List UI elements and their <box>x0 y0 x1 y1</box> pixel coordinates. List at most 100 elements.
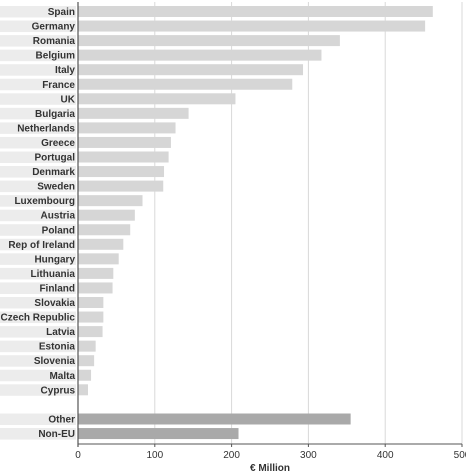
label-band <box>0 78 76 91</box>
bar <box>78 195 143 207</box>
label-band <box>0 35 76 47</box>
label-band <box>0 107 76 120</box>
bar <box>78 122 176 134</box>
label-band <box>0 297 76 309</box>
bar <box>78 428 239 440</box>
bar <box>78 326 103 338</box>
grid-lines <box>154 2 463 444</box>
category-label: Other <box>48 415 75 426</box>
bar <box>78 78 293 90</box>
category-label: Romania <box>33 36 76 47</box>
label-band <box>0 93 76 105</box>
bar <box>78 107 189 119</box>
bar <box>78 35 340 47</box>
category-label: Greece <box>41 138 75 149</box>
bar <box>78 49 322 61</box>
category-label: Rep of Ireland <box>8 240 75 251</box>
category-label: France <box>42 80 75 91</box>
x-tick-label: 100 <box>146 450 163 461</box>
label-band <box>0 180 76 193</box>
x-tick-label: 300 <box>300 450 317 461</box>
category-label: Bulgaria <box>35 109 75 120</box>
category-label: Netherlands <box>17 123 75 134</box>
label-band <box>0 49 76 62</box>
category-label: Spain <box>48 7 75 18</box>
x-tick-label: 200 <box>223 450 240 461</box>
label-band <box>0 311 76 324</box>
category-label: Italy <box>55 65 75 76</box>
label-band <box>0 267 76 280</box>
category-label: Slovenia <box>34 356 76 367</box>
bar <box>78 355 95 367</box>
bar <box>78 64 304 76</box>
label-band <box>0 282 76 294</box>
bar <box>78 297 104 308</box>
category-label: Poland <box>42 225 75 236</box>
bar <box>78 238 124 250</box>
label-band <box>0 428 76 440</box>
bar <box>78 267 114 279</box>
label-band <box>0 20 76 33</box>
bar <box>78 311 104 323</box>
bars <box>78 6 433 440</box>
category-labels: Spain Germany Romania Belgium Italy France UK B… <box>1 7 76 440</box>
category-label: Germany <box>32 22 76 33</box>
bar <box>78 369 92 381</box>
category-label: Czech Republic <box>1 313 76 324</box>
label-band <box>0 340 76 353</box>
label-band <box>0 253 76 265</box>
category-label: Lithuania <box>31 269 76 280</box>
label-band <box>0 122 76 134</box>
bar <box>78 6 433 17</box>
bar <box>78 224 131 236</box>
category-label: UK <box>61 94 76 105</box>
label-band <box>0 209 76 222</box>
bar <box>78 20 426 32</box>
bar <box>78 413 351 425</box>
label-band <box>0 224 76 236</box>
category-label: Belgium <box>36 51 76 62</box>
x-tick-label: 0 <box>75 450 81 461</box>
bar <box>78 384 88 396</box>
label-band <box>0 355 76 367</box>
bar <box>78 136 171 148</box>
category-label: Sweden <box>37 182 75 193</box>
category-label: Estonia <box>39 342 76 353</box>
category-label: Latvia <box>46 327 75 338</box>
label-band <box>0 195 76 207</box>
label-band <box>0 326 76 338</box>
category-label: Hungary <box>34 254 75 265</box>
x-axis-title: € Million <box>250 463 290 474</box>
bar <box>78 253 119 265</box>
label-band <box>0 369 76 382</box>
category-label: Denmark <box>32 167 75 178</box>
x-tick-label: 500 <box>454 450 466 461</box>
category-label: Portugal <box>34 153 75 164</box>
bar <box>78 166 165 178</box>
category-label: Luxembourg <box>14 196 75 207</box>
bar <box>78 340 96 352</box>
category-label: Slovakia <box>34 298 75 309</box>
bar <box>78 180 164 192</box>
label-band <box>0 151 76 163</box>
bar <box>78 209 135 221</box>
label-band <box>0 238 76 251</box>
x-tick-label: 400 <box>377 450 394 461</box>
label-band <box>0 6 76 18</box>
label-band <box>0 136 76 149</box>
label-bands <box>0 6 76 440</box>
bar <box>78 93 236 105</box>
category-label: Malta <box>49 371 75 382</box>
label-band <box>0 64 76 76</box>
category-label: Austria <box>41 211 76 222</box>
label-band <box>0 413 76 425</box>
category-label: Cyprus <box>41 385 76 396</box>
x-tick-labels: 0 100 200 300 400 500 <box>75 444 466 461</box>
category-label: Finland <box>39 283 75 294</box>
category-label: Non-EU <box>38 429 75 440</box>
label-band <box>0 384 76 396</box>
bar <box>78 282 113 294</box>
bar <box>78 151 169 163</box>
label-band <box>0 166 76 178</box>
